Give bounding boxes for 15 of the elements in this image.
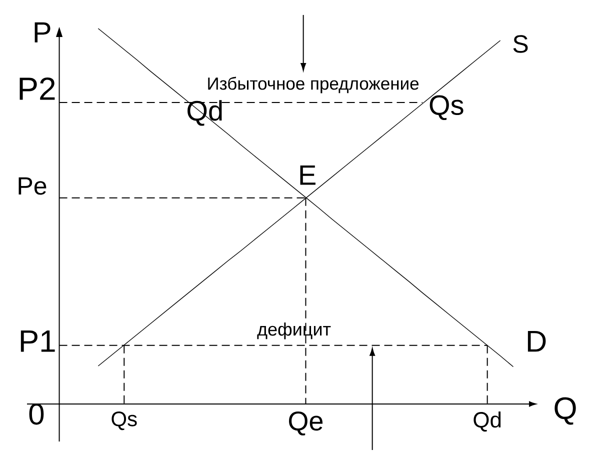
x-tick-label: Qe	[289, 411, 323, 436]
text: Pe	[18, 177, 46, 195]
x-axis-title: Q	[554, 397, 576, 425]
annotation: Избыточное предложение	[208, 76, 419, 94]
text: 0	[29, 403, 44, 425]
annotation: Qs	[430, 95, 464, 120]
annotation: P1	[20, 330, 55, 352]
x-tick-label: Qd	[474, 411, 501, 432]
x-tick-label: Qs	[112, 411, 137, 430]
series-label: D	[528, 330, 546, 352]
annotation: E	[300, 165, 316, 185]
annotation: дефицит	[257, 322, 331, 340]
annotation: P2	[20, 77, 55, 100]
y-axis-title: P	[34, 22, 50, 42]
series-label: S	[513, 35, 528, 53]
